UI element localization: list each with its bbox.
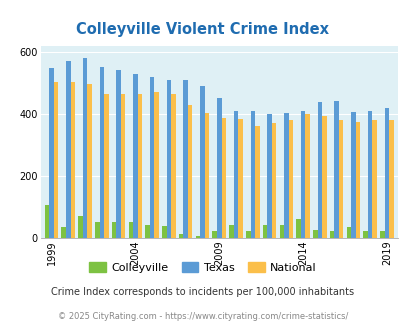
Bar — [137, 94, 142, 238]
Bar — [305, 115, 309, 238]
Bar — [254, 125, 259, 238]
Bar — [87, 84, 92, 238]
Bar — [66, 61, 70, 238]
Bar — [45, 205, 49, 238]
Bar — [179, 234, 183, 238]
Bar — [321, 115, 326, 238]
Bar — [128, 222, 133, 238]
Bar — [288, 120, 292, 238]
Legend: Colleyville, Texas, National: Colleyville, Texas, National — [84, 258, 321, 278]
Bar — [233, 111, 238, 238]
Bar — [95, 221, 99, 238]
Bar — [334, 101, 338, 238]
Bar — [99, 67, 104, 238]
Bar — [338, 120, 343, 238]
Bar — [296, 219, 300, 238]
Bar — [162, 226, 166, 238]
Bar — [371, 120, 376, 238]
Bar — [200, 86, 204, 238]
Bar — [262, 225, 266, 238]
Bar — [166, 80, 171, 238]
Bar — [279, 225, 283, 238]
Bar — [271, 123, 276, 238]
Bar — [346, 227, 350, 238]
Bar — [300, 111, 305, 238]
Bar — [284, 113, 288, 238]
Bar — [250, 111, 254, 238]
Bar — [384, 108, 388, 238]
Bar — [116, 70, 121, 238]
Bar — [355, 122, 359, 238]
Bar — [61, 227, 66, 238]
Bar — [204, 113, 209, 238]
Bar — [221, 117, 226, 238]
Text: Crime Index corresponds to incidents per 100,000 inhabitants: Crime Index corresponds to incidents per… — [51, 287, 354, 297]
Bar — [379, 231, 384, 238]
Bar — [154, 92, 158, 238]
Text: Colleyville Violent Crime Index: Colleyville Violent Crime Index — [76, 22, 329, 37]
Bar — [229, 225, 233, 238]
Bar — [212, 231, 216, 238]
Bar — [245, 231, 250, 238]
Bar — [145, 225, 149, 238]
Bar — [121, 94, 125, 238]
Bar — [149, 77, 154, 238]
Bar — [329, 231, 334, 238]
Bar — [362, 231, 367, 238]
Text: © 2025 CityRating.com - https://www.cityrating.com/crime-statistics/: © 2025 CityRating.com - https://www.city… — [58, 312, 347, 321]
Bar — [111, 222, 116, 238]
Bar — [53, 82, 58, 238]
Bar — [133, 74, 137, 238]
Bar — [49, 68, 53, 238]
Bar — [238, 119, 242, 238]
Bar — [388, 120, 393, 238]
Bar — [104, 94, 109, 238]
Bar — [188, 105, 192, 238]
Bar — [183, 80, 188, 238]
Bar — [70, 82, 75, 238]
Bar — [317, 102, 321, 238]
Bar — [312, 230, 317, 238]
Bar — [216, 98, 221, 238]
Bar — [350, 112, 355, 238]
Bar — [266, 114, 271, 238]
Bar — [78, 216, 83, 238]
Bar — [171, 94, 175, 238]
Bar — [367, 111, 371, 238]
Bar — [83, 58, 87, 238]
Bar — [195, 236, 200, 238]
